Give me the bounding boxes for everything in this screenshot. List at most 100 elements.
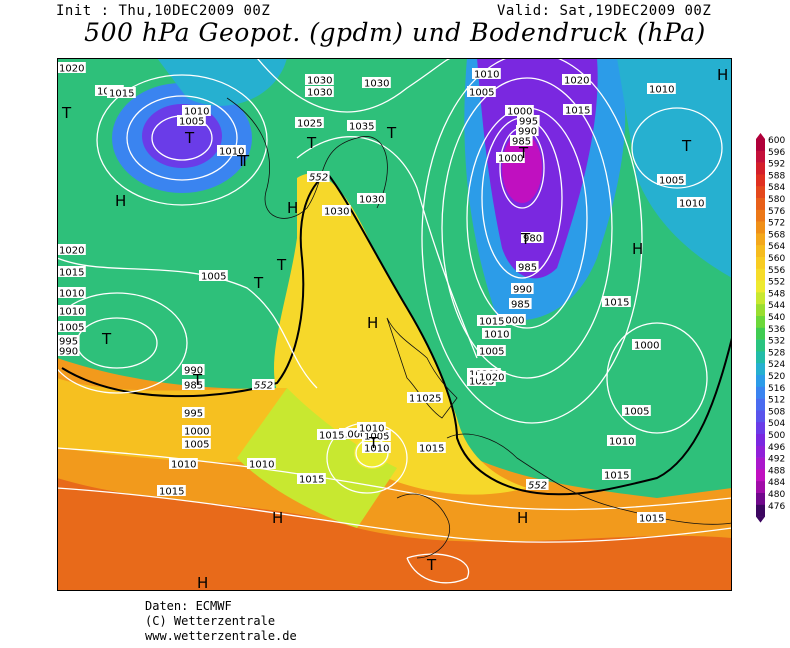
low-pressure-symbol: T (276, 256, 287, 274)
contour-552 (61, 171, 732, 496)
legend-label: 504 (768, 419, 785, 429)
svg-text:552: 552 (254, 381, 273, 392)
legend-swatch (756, 292, 765, 305)
high-pressure-symbol: H (517, 509, 528, 527)
pressure-label: 1000 (505, 105, 534, 118)
low-pressure-symbol: T (239, 152, 250, 170)
legend-label: 592 (768, 160, 785, 170)
legend-swatch (756, 363, 765, 376)
field-west-yellow (57, 378, 297, 463)
low-pressure-symbol: T (368, 434, 379, 452)
low-pressure-symbol: T (253, 274, 264, 292)
legend-label: 496 (768, 443, 785, 453)
pressure-label: 1005 (362, 430, 391, 443)
legend-label: 528 (768, 348, 785, 358)
low-pressure-symbol: T (681, 137, 692, 155)
low-pressure-symbol: T (520, 230, 531, 248)
pressure-label: 995 (517, 115, 540, 128)
svg-text:1010: 1010 (474, 70, 499, 81)
pressure-label: 1020 (477, 371, 506, 384)
low-pressure-symbol: T (61, 104, 72, 122)
svg-text:552: 552 (309, 173, 328, 184)
field-lightgreen-1 (237, 388, 397, 528)
map-border (57, 58, 732, 591)
pressure-label: 1000 (497, 314, 526, 327)
high-pressure-symbol: H (115, 192, 126, 210)
svg-text:1020: 1020 (59, 64, 84, 75)
svg-text:1010: 1010 (219, 147, 244, 158)
legend-swatch (756, 162, 765, 175)
pressure-label: 1010 (357, 422, 386, 435)
pressure-label: 1005 (477, 345, 506, 358)
legend-swatch (756, 375, 765, 388)
svg-text:1010: 1010 (249, 460, 274, 471)
legend-swatch (756, 422, 765, 435)
legend-label: 476 (768, 502, 785, 512)
legend-label: 480 (768, 490, 785, 500)
svg-text:1015: 1015 (419, 444, 444, 455)
pressure-label: 1015 (297, 473, 326, 486)
legend-swatch (756, 351, 765, 364)
svg-text:1000: 1000 (498, 154, 523, 165)
pressure-label: 1015 (602, 296, 631, 309)
legend-label: 544 (768, 301, 785, 311)
field-east-low-core (502, 133, 542, 203)
legend-bottom-arrow (756, 516, 765, 523)
pressure-label: 1030 (357, 193, 386, 206)
svg-text:1010: 1010 (679, 199, 704, 210)
legend-swatch (756, 504, 765, 517)
low-pressure-symbol: T (184, 129, 195, 147)
credit-url[interactable]: www.wetterzentrale.de (145, 629, 297, 643)
svg-text:1020: 1020 (564, 76, 589, 87)
pressure-label: 980 (521, 232, 544, 245)
legend-swatch (756, 469, 765, 482)
pressure-label: 1000 (339, 428, 368, 441)
pressure-label: 1015 (107, 87, 136, 100)
pressure-label: 1030 (362, 77, 391, 90)
legend-label: 588 (768, 171, 785, 181)
svg-text:1015: 1015 (319, 431, 344, 442)
svg-text:1025: 1025 (297, 119, 322, 130)
svg-text:990: 990 (518, 127, 537, 138)
pressure-label: 1030 (322, 205, 351, 218)
low-pressure-symbol: T (101, 330, 112, 348)
pressure-label: 1015 (477, 315, 506, 328)
pressure-label: 990 (182, 364, 205, 377)
svg-text:980: 980 (523, 234, 542, 245)
svg-text:1015: 1015 (639, 514, 664, 525)
low-pressure-symbol: T (236, 152, 247, 170)
legend-swatch (756, 398, 765, 411)
pressure-label: 985 (510, 135, 533, 148)
pressure-label: 1015 (157, 485, 186, 498)
legend-label: 596 (768, 148, 785, 158)
legend-label: 576 (768, 207, 785, 217)
pressure-label: 1005 (622, 405, 651, 418)
legend-label: 524 (768, 360, 785, 370)
pressure-label: 1010 (182, 105, 211, 118)
legend-swatch (756, 150, 765, 163)
svg-text:1010: 1010 (184, 107, 209, 118)
legend-label: 600 (768, 136, 785, 146)
svg-text:1005: 1005 (179, 117, 204, 128)
credit-copyright: (C) Wetterzentrale (145, 614, 276, 628)
chart-title: 500 hPa Geopot. (gpdm) und Bodendruck (h… (84, 18, 706, 47)
legend-label: 584 (768, 183, 785, 193)
coastlines (226, 97, 732, 559)
legend-swatch (756, 457, 765, 470)
pressure-label: 1015 (317, 429, 346, 442)
high-pressure-symbol: H (287, 199, 298, 217)
pressure-label: 1025 (295, 117, 324, 130)
svg-text:990: 990 (184, 366, 203, 377)
legend-swatch (756, 481, 765, 494)
svg-text:1010: 1010 (59, 289, 84, 300)
high-pressure-symbol: H (272, 509, 283, 527)
svg-text:985: 985 (511, 300, 530, 311)
legend-label: 540 (768, 313, 785, 323)
pressure-label: 1015 (637, 512, 666, 525)
init-time: Init : Thu,10DEC2009 00Z (56, 3, 271, 19)
legend-swatch (756, 209, 765, 222)
pressure-label: 1005 (177, 115, 206, 128)
pressure-label: 1005 (467, 86, 496, 99)
svg-text:1000: 1000 (499, 316, 524, 327)
